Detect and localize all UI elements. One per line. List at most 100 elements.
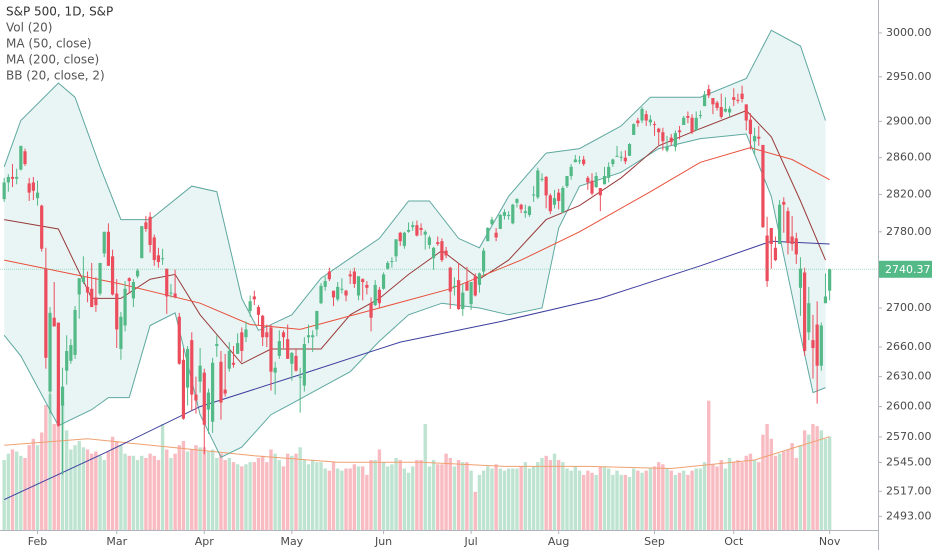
volume-bar [302,460,307,530]
candle-body [194,394,198,401]
volume-bar [365,474,369,530]
candle-body [90,288,94,308]
candle-body [169,292,173,294]
candle-body [127,278,131,282]
candle-body [527,206,532,215]
candle-body [269,327,273,372]
volume-bar [636,470,640,530]
candle-body [386,262,390,269]
volume-bar [523,462,527,530]
volume-bar [715,466,719,530]
candle-body [707,89,711,96]
candle-body [261,315,265,338]
candle-body [331,290,336,298]
volume-bar [456,460,461,530]
volume-bar [352,464,357,530]
candle-body [828,269,832,291]
candle-body [519,204,523,210]
volume-bar [619,474,623,530]
volume-bar [473,491,477,530]
volume-bar [661,464,665,530]
volume-bar [248,462,252,530]
candle-body [636,120,640,124]
volume-bar [244,464,248,530]
candle-body [211,362,215,422]
candle-body [807,303,811,333]
candle-body [340,288,344,290]
volume-bar [631,468,636,530]
volume-bar [231,462,236,530]
volume-bar [14,451,19,530]
volume-bar [298,447,302,530]
volume-bar [798,445,803,530]
candle-body [144,222,148,229]
candle-body [507,214,511,216]
candle-body [219,361,223,403]
candle-body [761,144,765,228]
volume-bar [169,457,173,530]
volume-bar [657,462,661,530]
volume-bar [381,462,386,530]
volume-bar [277,460,282,530]
volume-bar [702,462,707,530]
volume-bar [98,455,102,530]
x-tick-label: Oct [724,535,744,548]
volume-bar [173,453,177,530]
candle-body [427,237,432,245]
candle-body [98,262,102,294]
candle-body [823,296,828,304]
candle-body [456,280,461,309]
candle-body [569,166,573,177]
volume-bar [515,468,519,530]
volume-bar [265,462,269,530]
volume-bar [31,438,36,530]
volume-bar [252,462,257,530]
volume-bar [156,460,161,530]
candle-body [698,115,702,117]
volume-bar [35,445,40,530]
volume-bar [452,466,457,530]
volume-bar [219,453,223,530]
candle-body [411,225,415,228]
candle-body [632,124,636,135]
volume-bar [323,468,327,530]
candle-body [344,290,348,296]
volume-bar [377,449,382,530]
candle-body [565,176,569,187]
volume-bar [627,477,632,530]
candle-body [190,340,194,395]
volume-bar [23,457,27,530]
volume-bar [536,462,540,530]
legend-entry: MA (200, close) [6,53,99,67]
volume-bar [77,440,81,530]
volume-bar [748,453,753,530]
candle-body [727,108,732,113]
candle-body [236,343,240,354]
volume-bar [682,470,686,530]
candle-body [156,255,161,263]
candle-body [815,324,819,366]
x-tick-label: Mar [106,535,127,548]
volume-bar [732,462,736,530]
candle-body [540,178,544,180]
volume-bar [807,434,811,530]
volume-bar [477,474,482,530]
candle-body [348,274,352,277]
volume-bar [744,455,748,530]
volume-bar [123,453,127,530]
volume-bar [327,470,332,530]
candle-body [377,289,381,304]
candle-body [44,268,48,358]
volume-bar [611,474,615,530]
volume-bar [665,468,669,530]
volume-bar [227,457,231,530]
volume-bar [73,445,77,530]
candle-body [135,270,140,277]
volume-bar [773,455,778,530]
candle-body [811,340,815,348]
candle-body [477,273,482,285]
candle-body [682,117,686,126]
bb-lower-line [3,133,826,458]
volume-bar [590,472,594,530]
candle-body [198,365,202,382]
